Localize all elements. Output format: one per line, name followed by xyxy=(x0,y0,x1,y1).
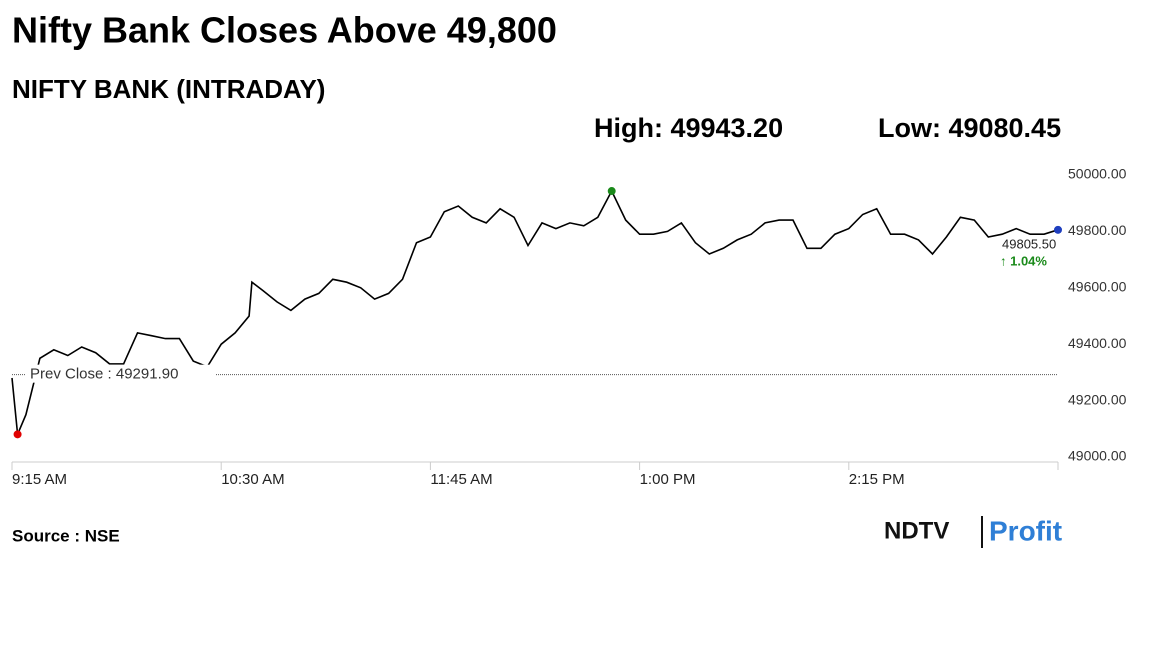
low-label: Low: 49080.45 xyxy=(878,113,1061,143)
x-tick-label: 10:30 AM xyxy=(221,471,284,488)
prev-close-bg xyxy=(26,364,216,383)
last-marker xyxy=(1054,225,1062,234)
y-tick-label: 49800.00 xyxy=(1068,222,1127,238)
price-line xyxy=(11,189,1059,435)
last-change: ↑ 1.04% xyxy=(1000,253,1047,268)
chart-subtitle: NIFTY BANK (INTRADAY) xyxy=(12,74,325,104)
x-tick-label: 1:00 PM xyxy=(640,471,696,488)
brand-profit: Profit xyxy=(989,515,1062,546)
low-marker xyxy=(13,430,22,439)
y-tick-label: 49000.00 xyxy=(1068,448,1127,464)
y-tick-label: 49400.00 xyxy=(1068,335,1127,351)
last-value: 49805.50 xyxy=(1002,236,1056,251)
y-tick-label: 50000.00 xyxy=(1068,166,1127,182)
source: Source : NSE xyxy=(12,526,120,545)
x-tick-label: 2:15 PM xyxy=(849,471,905,488)
y-tick-label: 49600.00 xyxy=(1068,279,1127,295)
y-tick-label: 49200.00 xyxy=(1068,391,1127,407)
prev-close-label: Prev Close : 49291.90 xyxy=(30,366,178,383)
x-tick-label: 9:15 AM xyxy=(12,471,67,488)
x-tick-label: 11:45 AM xyxy=(430,471,492,488)
high-label: High: 49943.20 xyxy=(594,113,783,143)
chart-title: Nifty Bank Closes Above 49,800 xyxy=(12,10,557,51)
brand-ndtv: NDTV xyxy=(884,517,949,544)
high-marker xyxy=(607,187,616,196)
